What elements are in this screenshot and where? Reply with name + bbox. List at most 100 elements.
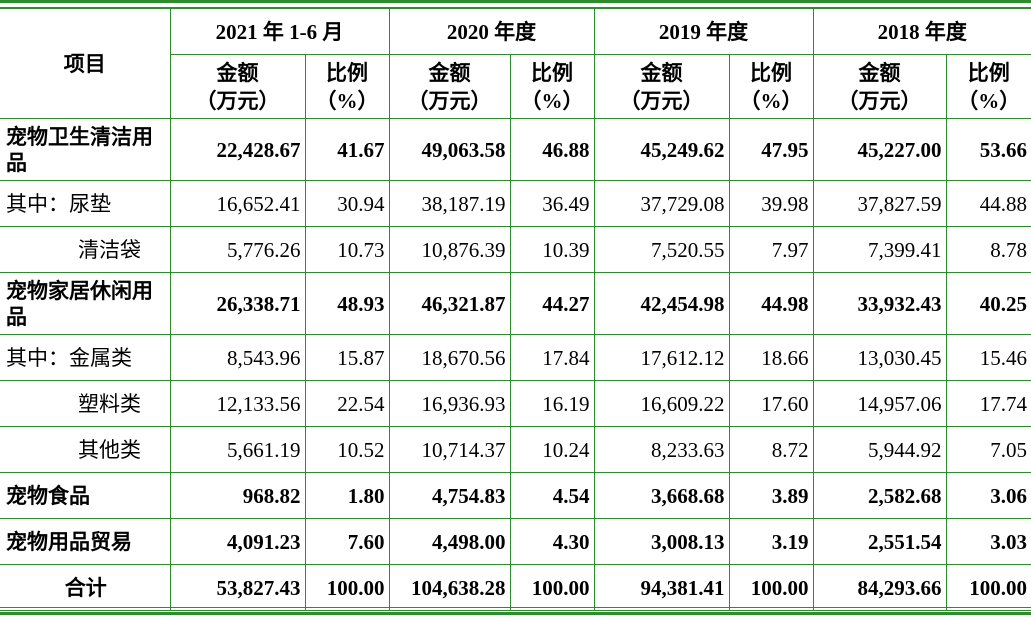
header-amount: 金额 （万元） [169,54,306,119]
cell-amount: 38,187.19 [388,180,511,227]
table-row: 塑料类 12,133.56 22.54 16,936.93 16.19 16,6… [0,380,1031,427]
header-period-2019: 2019 年度 [593,8,814,55]
header-period-2021h1: 2021 年 1-6 月 [169,8,390,55]
cell-amount: 2,551.54 [812,518,947,565]
cell-amount: 37,729.08 [593,180,730,227]
cell-ratio: 7.05 [945,426,1031,473]
table-row: 宠物用品贸易 4,091.23 7.60 4,498.00 4.30 3,008… [0,518,1031,565]
cell-ratio: 46.88 [509,118,595,181]
cell-amount: 18,670.56 [388,334,511,381]
header-amount: 金额 （万元） [388,54,511,119]
cell-ratio: 17.74 [945,380,1031,427]
cell-ratio: 100.00 [728,564,814,611]
cell-amount: 49,063.58 [388,118,511,181]
cell-ratio: 16.19 [509,380,595,427]
table-row: 清洁袋 5,776.26 10.73 10,876.39 10.39 7,520… [0,226,1031,273]
header-ratio: 比例 （%） [728,54,814,119]
header-ratio: 比例 （%） [509,54,595,119]
row-label: 宠物家居休闲用品 [0,272,171,335]
cell-amount: 10,714.37 [388,426,511,473]
cell-amount: 10,876.39 [388,226,511,273]
cell-amount: 2,582.68 [812,472,947,519]
cell-ratio: 8.78 [945,226,1031,273]
cell-amount: 16,652.41 [169,180,306,227]
cell-ratio: 100.00 [509,564,595,611]
cell-amount: 22,428.67 [169,118,306,181]
header-amount: 金额 （万元） [593,54,730,119]
table-row: 宠物家居休闲用品 26,338.71 48.93 46,321.87 44.27… [0,272,1031,335]
cell-amount: 12,133.56 [169,380,306,427]
cell-amount: 5,661.19 [169,426,306,473]
cell-amount: 14,957.06 [812,380,947,427]
cell-ratio: 7.60 [304,518,390,565]
cell-ratio: 3.19 [728,518,814,565]
cell-ratio: 10.24 [509,426,595,473]
cell-amount: 16,609.22 [593,380,730,427]
header-period-2020: 2020 年度 [388,8,595,55]
cell-amount: 45,249.62 [593,118,730,181]
row-label: 清洁袋 [0,226,171,273]
cell-ratio: 15.46 [945,334,1031,381]
header-period-2018: 2018 年度 [812,8,1031,55]
header-amount: 金额 （万元） [812,54,947,119]
row-label-total: 合计 [0,564,171,611]
table-row: 其他类 5,661.19 10.52 10,714.37 10.24 8,233… [0,426,1031,473]
cell-amount: 17,612.12 [593,334,730,381]
cell-ratio: 8.72 [728,426,814,473]
cell-amount: 33,932.43 [812,272,947,335]
table-row: 宠物食品 968.82 1.80 4,754.83 4.54 3,668.68 … [0,472,1031,519]
cell-ratio: 4.30 [509,518,595,565]
cell-ratio: 17.60 [728,380,814,427]
cell-ratio: 100.00 [304,564,390,611]
cell-amount: 42,454.98 [593,272,730,335]
cell-amount: 16,936.93 [388,380,511,427]
row-label: 宠物卫生清洁用品 [0,118,171,181]
row-label: 宠物食品 [0,472,171,519]
header-item: 项目 [0,8,171,119]
cell-amount: 3,668.68 [593,472,730,519]
cell-ratio: 40.25 [945,272,1031,335]
header-ratio: 比例 （%） [945,54,1031,119]
header-row-units: 金额 （万元） 比例 （%） 金额 （万元） 比例 （%） 金额 （万元） 比例 （%） 金… [0,54,1031,119]
table-row: 其中：尿垫 16,652.41 30.94 38,187.19 36.49 37… [0,180,1031,227]
cell-amount: 968.82 [169,472,306,519]
cell-amount: 37,827.59 [812,180,947,227]
cell-amount: 45,227.00 [812,118,947,181]
row-label: 塑料类 [0,380,171,427]
bottom-rule [0,607,1031,615]
cell-amount: 5,776.26 [169,226,306,273]
header-row-periods: 项目 2021 年 1-6 月 2020 年度 2019 年度 2018 年度 [0,8,1031,119]
cell-amount: 4,754.83 [388,472,511,519]
cell-amount: 104,638.28 [388,564,511,611]
table-row-total: 合计 53,827.43 100.00 104,638.28 100.00 94… [0,564,1031,611]
cell-ratio: 100.00 [945,564,1031,611]
header-ratio: 比例 （%） [304,54,390,119]
cell-amount: 53,827.43 [169,564,306,611]
cell-amount: 7,520.55 [593,226,730,273]
cell-amount: 5,944.92 [812,426,947,473]
row-label: 其他类 [0,426,171,473]
cell-amount: 4,091.23 [169,518,306,565]
row-label: 其中：尿垫 [0,180,171,227]
cell-ratio: 22.54 [304,380,390,427]
cell-ratio: 44.88 [945,180,1031,227]
cell-ratio: 10.73 [304,226,390,273]
cell-amount: 8,543.96 [169,334,306,381]
cell-ratio: 53.66 [945,118,1031,181]
cell-ratio: 44.98 [728,272,814,335]
cell-ratio: 44.27 [509,272,595,335]
cell-ratio: 30.94 [304,180,390,227]
cell-ratio: 10.39 [509,226,595,273]
cell-amount: 94,381.41 [593,564,730,611]
cell-ratio: 3.89 [728,472,814,519]
table-row: 其中：金属类 8,543.96 15.87 18,670.56 17.84 17… [0,334,1031,381]
cell-amount: 4,498.00 [388,518,511,565]
cell-ratio: 4.54 [509,472,595,519]
cell-ratio: 15.87 [304,334,390,381]
cell-amount: 7,399.41 [812,226,947,273]
cell-ratio: 36.49 [509,180,595,227]
cell-ratio: 1.80 [304,472,390,519]
revenue-table: 项目 2021 年 1-6 月 2020 年度 2019 年度 2018 年度 … [0,8,1031,611]
cell-ratio: 18.66 [728,334,814,381]
cell-ratio: 41.67 [304,118,390,181]
